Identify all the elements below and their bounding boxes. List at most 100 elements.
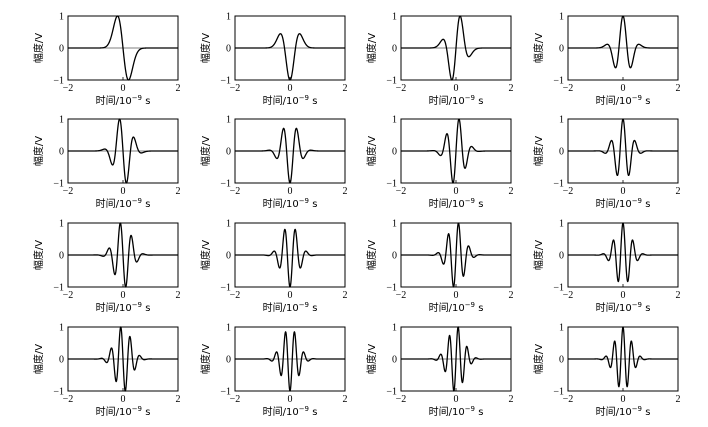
x-tick-label: 2 — [343, 394, 348, 405]
y-tick-label: 1 — [59, 12, 64, 23]
y-tick-label: −1 — [220, 76, 231, 87]
x-tick-label: 2 — [176, 290, 181, 301]
x-tick-label: 2 — [176, 83, 181, 94]
subplot-11: −2 0 2 −1 0 1 时间/10−9 s 幅度/V — [365, 219, 514, 315]
y-axis-label: 幅度/V — [199, 136, 212, 166]
x-tick-label: 2 — [676, 186, 681, 197]
x-tick-label: 0 — [621, 290, 626, 301]
y-axis-label: 幅度/V — [532, 136, 545, 166]
y-axis-label: 幅度/V — [32, 344, 45, 374]
pulse-curve-order-7 — [400, 118, 512, 184]
pulse-curve-order-8 — [567, 118, 679, 177]
pulse-curve-order-14 — [234, 331, 346, 392]
y-tick-label: −1 — [220, 387, 231, 398]
x-axis-label: 时间/10−9 s — [263, 197, 318, 210]
x-tick-label: 2 — [343, 186, 348, 197]
subplot-2: −2 0 2 −1 0 1 时间/10−9 s 幅度/V — [199, 12, 348, 108]
x-axis-label: 时间/10−9 s — [96, 301, 151, 314]
y-tick-label: 1 — [59, 323, 64, 334]
subplot-9: −2 0 2 −1 0 1 时间/10−9 s 幅度/V — [32, 219, 181, 315]
subplot-10: −2 0 2 −1 0 1 时间/10−9 s 幅度/V — [199, 219, 348, 315]
x-tick-label: 2 — [176, 186, 181, 197]
y-tick-label: 0 — [226, 355, 231, 366]
subplot-5: −2 0 2 −1 0 1 时间/10−9 s 幅度/V — [32, 115, 181, 211]
x-axis-label: 时间/10−9 s — [263, 94, 318, 107]
y-tick-label: 1 — [226, 115, 231, 126]
y-tick-label: 1 — [392, 12, 397, 23]
x-axis-label: 时间/10−9 s — [429, 301, 484, 314]
pulse-curve-order-2 — [234, 33, 346, 81]
y-tick-label: −1 — [553, 283, 564, 294]
y-tick-label: 0 — [392, 355, 397, 366]
x-tick-label: 2 — [176, 394, 181, 405]
x-tick-label: 0 — [454, 186, 459, 197]
x-tick-label: 0 — [288, 290, 293, 301]
y-tick-label: −1 — [220, 179, 231, 190]
x-tick-label: −2 — [230, 290, 241, 301]
x-tick-label: −2 — [563, 290, 574, 301]
x-tick-label: −2 — [63, 290, 74, 301]
y-tick-label: 1 — [392, 115, 397, 126]
x-tick-label: 0 — [121, 394, 126, 405]
x-axis-label: 时间/10−9 s — [263, 301, 318, 314]
y-tick-label: 1 — [59, 115, 64, 126]
x-tick-label: −2 — [563, 83, 574, 94]
y-tick-label: 0 — [392, 251, 397, 262]
y-tick-label: −1 — [386, 76, 397, 87]
subplot-13: −2 0 2 −1 0 1 时间/10−9 s 幅度/V — [32, 323, 181, 419]
y-tick-label: 0 — [392, 147, 397, 158]
x-tick-label: 0 — [454, 394, 459, 405]
x-axis-label: 时间/10−9 s — [96, 197, 151, 210]
y-axis-label: 幅度/V — [199, 240, 212, 270]
y-axis-label: 幅度/V — [532, 33, 545, 63]
x-tick-label: 0 — [288, 83, 293, 94]
x-tick-label: −2 — [563, 394, 574, 405]
y-tick-label: −1 — [53, 283, 64, 294]
x-axis-label: 时间/10−9 s — [596, 405, 651, 418]
pulse-curve-order-12 — [567, 222, 679, 283]
y-tick-label: 0 — [226, 147, 231, 158]
x-tick-label: 0 — [621, 394, 626, 405]
subplot-14: −2 0 2 −1 0 1 时间/10−9 s 幅度/V — [199, 323, 348, 419]
x-tick-label: 0 — [621, 83, 626, 94]
x-axis-label: 时间/10−9 s — [96, 405, 151, 418]
x-tick-label: −2 — [396, 83, 407, 94]
x-axis-label: 时间/10−9 s — [263, 405, 318, 418]
x-axis-label: 时间/10−9 s — [96, 94, 151, 107]
x-tick-label: 0 — [121, 83, 126, 94]
pulse-curve-order-6 — [234, 127, 346, 184]
y-tick-label: 0 — [59, 355, 64, 366]
y-tick-label: 0 — [59, 44, 64, 55]
pulse-curve-order-15 — [400, 326, 512, 392]
y-tick-label: 0 — [559, 44, 564, 55]
y-tick-label: −1 — [53, 387, 64, 398]
y-tick-label: 1 — [59, 219, 64, 230]
y-tick-label: 0 — [559, 251, 564, 262]
x-tick-label: 2 — [343, 83, 348, 94]
y-tick-label: −1 — [386, 179, 397, 190]
y-tick-label: 1 — [559, 12, 564, 23]
y-tick-label: 0 — [226, 251, 231, 262]
x-tick-label: 2 — [509, 186, 514, 197]
y-tick-label: −1 — [53, 76, 64, 87]
y-axis-label: 幅度/V — [365, 344, 378, 374]
y-axis-label: 幅度/V — [199, 344, 212, 374]
subplot-8: −2 0 2 −1 0 1 时间/10−9 s 幅度/V — [532, 115, 681, 211]
y-tick-label: 1 — [226, 12, 231, 23]
x-axis-label: 时间/10−9 s — [596, 301, 651, 314]
y-axis-label: 幅度/V — [32, 136, 45, 166]
y-tick-label: 1 — [392, 323, 397, 334]
subplot-4: −2 0 2 −1 0 1 时间/10−9 s 幅度/V — [532, 12, 681, 108]
y-tick-label: 0 — [559, 147, 564, 158]
x-tick-label: −2 — [563, 186, 574, 197]
x-tick-label: 0 — [454, 83, 459, 94]
y-tick-label: 1 — [226, 219, 231, 230]
x-tick-label: −2 — [63, 394, 74, 405]
x-axis-label: 时间/10−9 s — [429, 405, 484, 418]
pulse-curve-order-10 — [234, 228, 346, 288]
y-axis-label: 幅度/V — [532, 240, 545, 270]
y-tick-label: −1 — [53, 179, 64, 190]
x-tick-label: −2 — [63, 186, 74, 197]
y-tick-label: −1 — [553, 179, 564, 190]
pulse-curve-order-11 — [400, 222, 512, 288]
